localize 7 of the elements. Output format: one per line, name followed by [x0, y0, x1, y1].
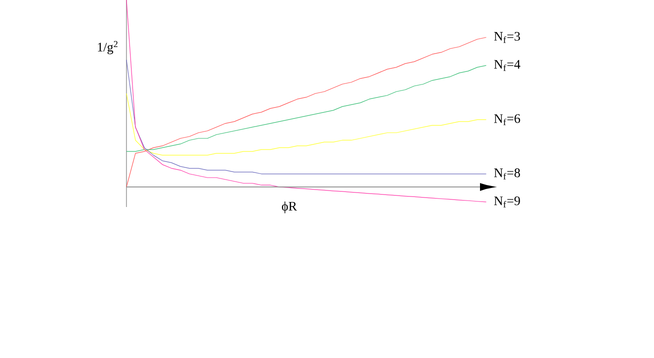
series-label: N$_{f}$=4 [494, 60, 520, 71]
series-label: N$_{f}$=9 [494, 196, 520, 208]
x-axis-title: ϕR [282, 201, 297, 214]
series-label: N$_{f}$=8 [494, 168, 520, 180]
series-label: N$_{f}$=3 [494, 32, 520, 43]
series-label: N$_{f}$=6 [494, 114, 520, 126]
y-axis-title: 1/g$^{2}$ [98, 41, 118, 54]
